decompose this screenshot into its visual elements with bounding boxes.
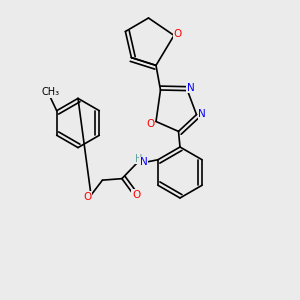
Text: O: O bbox=[132, 190, 140, 200]
Text: O: O bbox=[173, 29, 182, 39]
Text: CH₃: CH₃ bbox=[42, 87, 60, 97]
Text: O: O bbox=[83, 192, 92, 202]
Text: N: N bbox=[198, 109, 206, 119]
Text: O: O bbox=[146, 119, 155, 129]
Text: N: N bbox=[140, 157, 148, 167]
Text: H: H bbox=[135, 154, 143, 164]
Text: N: N bbox=[187, 82, 194, 93]
